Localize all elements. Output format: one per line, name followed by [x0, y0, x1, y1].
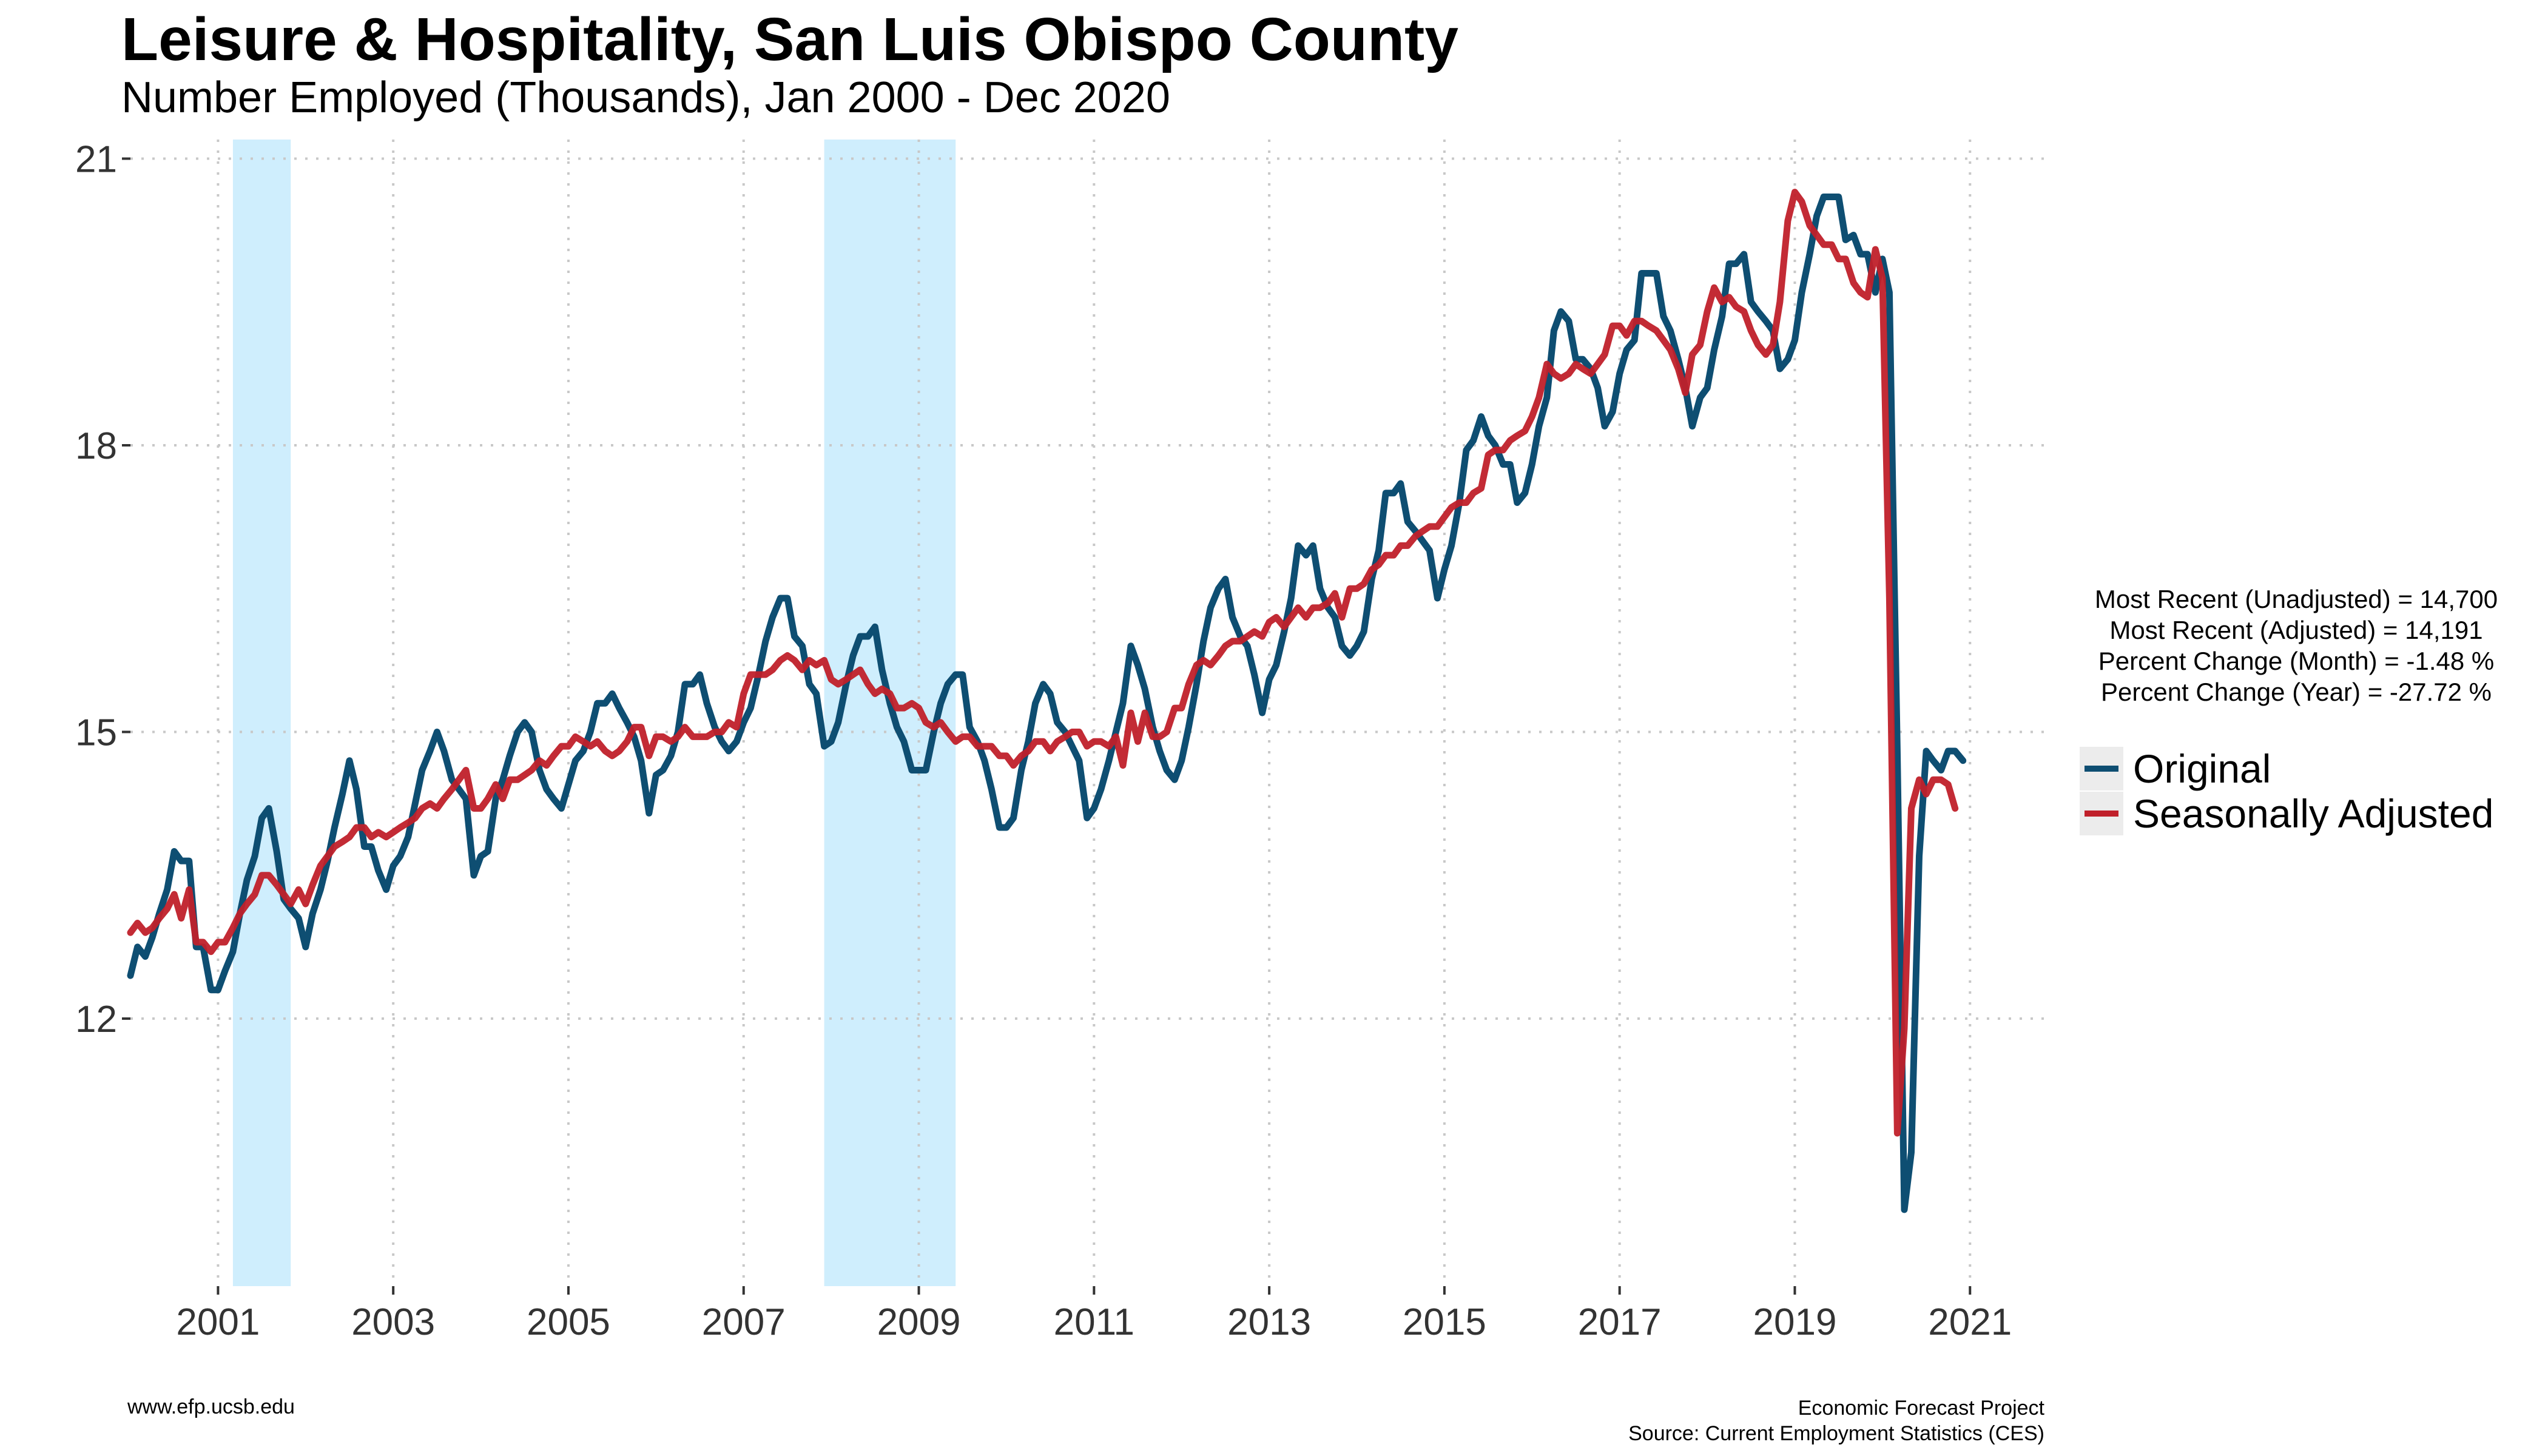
legend-swatch-original	[2085, 766, 2118, 772]
footer-website: www.efp.ucsb.edu	[127, 1395, 295, 1418]
legend-key-seasonally-adjusted	[2080, 792, 2123, 835]
y-tick-label: 18	[75, 425, 117, 467]
legend-label-seasonally-adjusted: Seasonally Adjusted	[2133, 791, 2494, 836]
series-line-seasonally-adjusted	[127, 189, 1959, 1137]
recession-band	[232, 140, 291, 1286]
x-tick-label: 2011	[1054, 1301, 1134, 1343]
x-tick-label: 2017	[1578, 1301, 1662, 1343]
legend-label-original: Original	[2133, 746, 2271, 791]
footer-source-line2: Source: Current Employment Statistics (C…	[1628, 1422, 2044, 1445]
x-tick-label: 2009	[877, 1301, 961, 1343]
x-tick-label: 2005	[527, 1301, 610, 1343]
legend-key-original	[2080, 747, 2123, 790]
legend-item-original: Original	[2080, 746, 2493, 791]
footer-source-line1: Economic Forecast Project	[1798, 1397, 2044, 1420]
footer-source: Economic Forecast Project Source: Curren…	[1628, 1395, 2044, 1446]
x-tick-label: 2013	[1227, 1301, 1311, 1343]
series-line-original	[127, 194, 1967, 1213]
y-tick-label: 21	[75, 139, 117, 181]
y-tick-label: 15	[75, 712, 117, 754]
x-tick-label: 2021	[1928, 1301, 2012, 1343]
grid-lines	[130, 140, 2044, 1286]
chart-subtitle: Number Employed (Thousands), Jan 2000 - …	[121, 73, 1170, 122]
axes: 2001 2003 2005 2007 2009 2011 2013 2015 2017 2019…	[75, 139, 2012, 1344]
x-tick-label: 2003	[351, 1301, 435, 1343]
stat-percent-change-year: Percent Change (Year) = -27.72 %	[2100, 678, 2492, 706]
x-tick-label: 2001	[176, 1301, 260, 1343]
chart-title: Leisure & Hospitality, San Luis Obispo C…	[121, 5, 1458, 73]
x-tick-label: 2019	[1753, 1301, 1837, 1343]
stat-percent-change-month: Percent Change (Month) = -1.48 %	[2098, 647, 2495, 675]
legend-swatch-seasonally-adjusted	[2085, 811, 2118, 817]
legend: Original Seasonally Adjusted	[2080, 746, 2493, 836]
legend-item-seasonally-adjusted: Seasonally Adjusted	[2080, 791, 2493, 836]
x-tick-label: 2007	[702, 1301, 786, 1343]
x-tick-label: 2015	[1403, 1301, 1486, 1343]
summary-stats: Most Recent (Unadjusted) = 14,700 Most R…	[2044, 584, 2548, 707]
y-tick-label: 12	[75, 999, 117, 1040]
recession-bands	[232, 140, 956, 1286]
stat-recent-adjusted: Most Recent (Adjusted) = 14,191	[2109, 616, 2483, 644]
series-lines	[127, 189, 1967, 1213]
stat-recent-unadjusted: Most Recent (Unadjusted) = 14,700	[2094, 585, 2498, 613]
